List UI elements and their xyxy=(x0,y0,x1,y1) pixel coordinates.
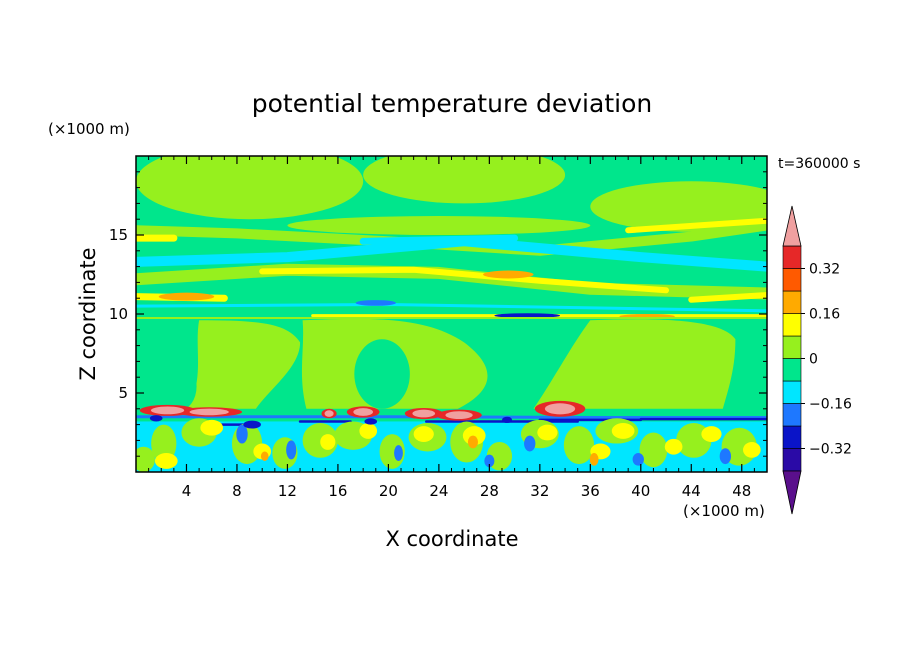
y-axis: 5 10 15 xyxy=(109,171,767,457)
upper-warm-region xyxy=(363,156,566,204)
y-tick-label: 10 xyxy=(109,305,128,323)
cold-layer xyxy=(359,234,519,245)
colorbar-bin xyxy=(782,448,802,472)
cold-pocket xyxy=(501,416,513,424)
overshoot-core xyxy=(189,408,229,416)
overshoot-core xyxy=(412,409,436,418)
x-tick-label: 32 xyxy=(530,482,549,500)
x-tick-label: 24 xyxy=(429,482,448,500)
y-axis-title: Z coordinate xyxy=(76,247,100,380)
cold-pocket xyxy=(364,418,378,425)
x-tick-label: 4 xyxy=(182,482,192,500)
colorbar: 0.32 0.16 0 −0.16 −0.32 xyxy=(782,205,852,515)
x-tick-label: 20 xyxy=(379,482,398,500)
cold-core xyxy=(494,313,561,318)
thermal-core xyxy=(320,434,336,450)
inversion-line xyxy=(136,415,767,419)
x-tick-label: 12 xyxy=(278,482,297,500)
warm-layer xyxy=(688,292,767,303)
thermal xyxy=(136,446,155,472)
x-axis-title: X coordinate xyxy=(385,527,518,551)
y-tick-label: 15 xyxy=(109,226,128,244)
thermal-core xyxy=(611,423,635,439)
cold-pocket xyxy=(524,435,536,452)
thermal-core xyxy=(260,451,269,461)
cold-pocket xyxy=(243,420,261,429)
colorbar-bin xyxy=(782,313,802,337)
warm-layer xyxy=(625,217,767,234)
y-unit-label: (×1000 m) xyxy=(48,120,130,138)
cold-pocket xyxy=(149,415,163,422)
cold-layer xyxy=(136,303,767,313)
x-tick-label: 40 xyxy=(631,482,650,500)
colorbar-bin xyxy=(782,425,802,449)
colorbar-min-arrow xyxy=(782,470,802,515)
thermal-core xyxy=(154,453,178,469)
colorbar-bin xyxy=(782,335,802,359)
colorbar-bin xyxy=(782,290,802,314)
thermal-core xyxy=(413,426,434,442)
overshoot-core xyxy=(353,408,374,416)
x-unit-label: (×1000 m) xyxy=(683,502,765,520)
colorbar-bin xyxy=(782,380,802,404)
thermal-core xyxy=(743,441,761,458)
warm-plume xyxy=(186,320,301,409)
warm-core xyxy=(483,270,534,279)
colorbar-tick-label: −0.16 xyxy=(809,397,852,413)
thermal xyxy=(151,424,177,463)
x-tick-label: 8 xyxy=(232,482,242,500)
thermal-core xyxy=(537,424,558,441)
x-tick-label: 44 xyxy=(682,482,701,500)
cold-core xyxy=(355,300,396,306)
overshoot-core xyxy=(445,411,473,419)
cold-pocket xyxy=(632,453,644,466)
x-tick-label: 48 xyxy=(732,482,751,500)
colorbar-bin xyxy=(782,245,802,269)
overshoot-core xyxy=(544,403,576,415)
x-tick-label: 28 xyxy=(480,482,499,500)
colorbar-bin xyxy=(782,403,802,427)
colorbar-tick-label: 0 xyxy=(809,352,818,368)
contour-field xyxy=(136,156,767,472)
cold-pocket xyxy=(719,448,732,465)
time-label: t=360000 s xyxy=(778,156,860,172)
upper-warm-region xyxy=(287,216,591,235)
colorbar-tick-label: −0.32 xyxy=(809,442,852,458)
thermal xyxy=(563,426,595,465)
colorbar-max-arrow xyxy=(782,205,802,247)
cold-pocket xyxy=(236,424,248,444)
thermal-core xyxy=(701,426,722,442)
upper-warm-region xyxy=(590,181,767,232)
cold-pocket xyxy=(394,445,403,461)
colorbar-bin xyxy=(782,358,802,382)
colorbar-tick-label: 0.16 xyxy=(809,307,840,323)
overshoot-core xyxy=(324,410,334,417)
x-axis: 4 8 12 16 20 24 28 32 36 40 44 48 xyxy=(148,156,755,500)
x-tick-label: 16 xyxy=(328,482,347,500)
warm-layer xyxy=(259,266,670,294)
thermal-core xyxy=(359,423,378,439)
colorbar-bin xyxy=(782,268,802,292)
upper-warm-region xyxy=(136,156,364,220)
x-tick-label: 36 xyxy=(581,482,600,500)
warm-plume xyxy=(533,319,736,409)
thermal-core xyxy=(200,419,224,436)
thermal-core xyxy=(589,453,599,466)
plume-gap xyxy=(161,362,197,411)
y-tick-label: 5 xyxy=(118,384,128,402)
colorbar-tick-label: 0.32 xyxy=(809,262,840,278)
warm-core xyxy=(158,292,215,301)
overshoot-core xyxy=(150,406,185,415)
thermal-core xyxy=(664,438,683,455)
cold-pocket xyxy=(484,454,495,468)
cold-pocket xyxy=(286,440,297,460)
chart-title: potential temperature deviation xyxy=(252,89,652,118)
thermal xyxy=(639,432,668,468)
plume-gap xyxy=(354,339,410,409)
thermal-core xyxy=(467,435,479,449)
